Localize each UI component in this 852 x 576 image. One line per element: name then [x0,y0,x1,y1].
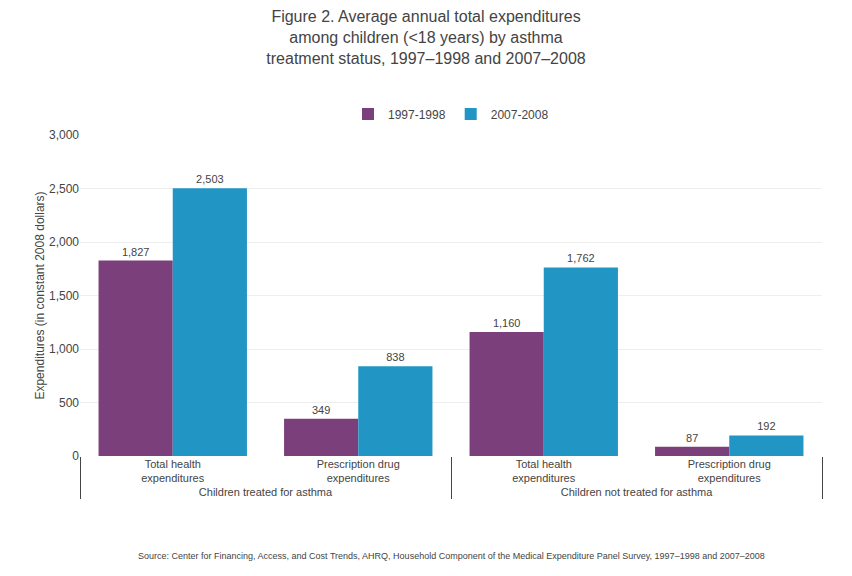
svg-text:838: 838 [386,351,404,363]
svg-text:Prescription drugexpenditures: Prescription drugexpenditures [688,458,771,484]
svg-text:1,000: 1,000 [49,342,79,356]
svg-text:87: 87 [686,432,698,444]
svg-text:1,762: 1,762 [567,252,595,264]
svg-text:Source: Center for Financing,: Source: Center for Financing, Access, an… [138,551,765,561]
svg-text:1,160: 1,160 [493,317,521,329]
svg-text:Expenditures (in constant 2008: Expenditures (in constant 2008 dollars) [33,191,47,399]
svg-text:Prescription drugexpenditures: Prescription drugexpenditures [317,458,400,484]
svg-text:2,503: 2,503 [196,173,224,185]
svg-text:Total healthexpenditures: Total healthexpenditures [512,458,575,484]
svg-text:2007-2008: 2007-2008 [491,108,549,122]
svg-text:349: 349 [312,404,330,416]
svg-text:Children not treated for asthm: Children not treated for asthma [561,486,714,498]
svg-text:1997-1998: 1997-1998 [388,108,446,122]
svg-text:Children treated for asthma: Children treated for asthma [199,486,333,498]
svg-text:0: 0 [72,449,79,463]
svg-text:3,000: 3,000 [49,128,79,142]
svg-text:1,827: 1,827 [122,246,150,258]
svg-text:Figure 2. Average annual total: Figure 2. Average annual total expenditu… [266,8,585,67]
svg-text:Total healthexpenditures: Total healthexpenditures [141,458,204,484]
svg-text:2,500: 2,500 [49,182,79,196]
svg-text:500: 500 [59,396,79,410]
svg-text:192: 192 [757,420,775,432]
svg-text:1,500: 1,500 [49,289,79,303]
svg-text:2,000: 2,000 [49,235,79,249]
